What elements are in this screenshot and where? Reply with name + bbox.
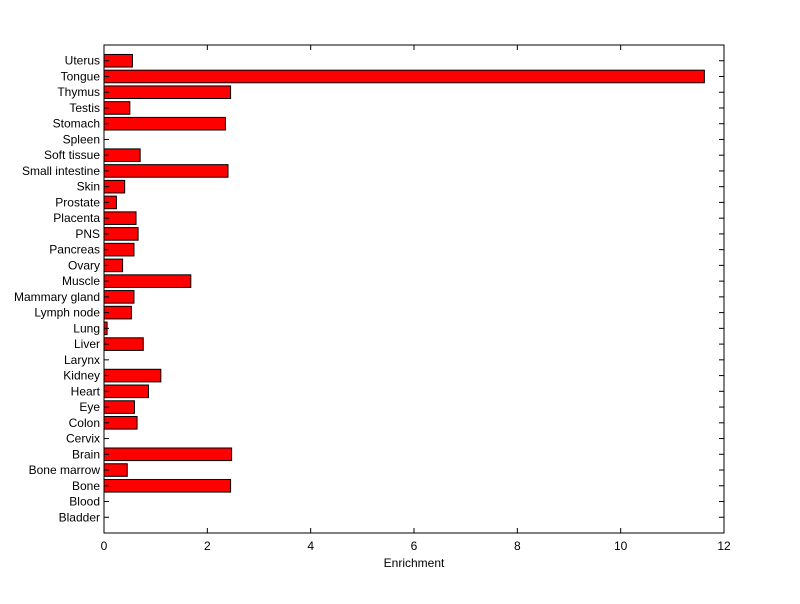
bar-brain bbox=[103, 447, 233, 462]
bar-muscle bbox=[103, 274, 192, 288]
y-tick-label-placenta: Placenta bbox=[53, 211, 100, 225]
y-tick-label-bone: Bone bbox=[72, 479, 100, 493]
x-tick-label: 8 bbox=[514, 539, 521, 553]
y-tick-label-uterus: Uterus bbox=[65, 54, 100, 68]
y-tick-label-lung: Lung bbox=[73, 321, 100, 335]
y-tick-label-liver: Liver bbox=[74, 337, 100, 351]
y-tick-label-spleen: Spleen bbox=[63, 132, 100, 146]
y-tick-label-small-intestine: Small intestine bbox=[22, 164, 100, 178]
bar-soft-tissue bbox=[103, 148, 141, 162]
bar-small-intestine bbox=[103, 164, 229, 178]
y-tick-label-colon: Colon bbox=[69, 416, 100, 430]
bar-heart bbox=[103, 384, 149, 399]
x-tick-label: 12 bbox=[717, 539, 731, 553]
y-tick-label-prostate: Prostate bbox=[55, 195, 100, 209]
x-axis-title: Enrichment bbox=[384, 556, 445, 570]
y-tick-label-pns: PNS bbox=[75, 227, 100, 241]
y-tick-label-lymph-node: Lymph node bbox=[34, 306, 100, 320]
y-tick-label-skin: Skin bbox=[77, 180, 100, 194]
x-tick-label: 6 bbox=[411, 539, 418, 553]
y-tick-label-soft-tissue: Soft tissue bbox=[44, 148, 100, 162]
bar-thymus bbox=[103, 85, 232, 100]
y-tick-label-heart: Heart bbox=[71, 384, 101, 398]
x-tick-label: 2 bbox=[204, 539, 211, 553]
bar-stomach bbox=[103, 116, 226, 131]
bar-tongue bbox=[103, 69, 705, 84]
y-tick-label-brain: Brain bbox=[72, 447, 100, 461]
y-tick-label-kidney: Kidney bbox=[63, 369, 100, 383]
x-tick-label: 0 bbox=[101, 539, 108, 553]
y-tick-label-bone-marrow: Bone marrow bbox=[29, 463, 101, 477]
y-tick-label-testis: Testis bbox=[69, 101, 100, 115]
y-tick-label-tongue: Tongue bbox=[61, 69, 101, 83]
y-tick-label-muscle: Muscle bbox=[62, 274, 100, 288]
x-tick-label: 10 bbox=[614, 539, 628, 553]
bar-bone bbox=[103, 478, 232, 493]
y-tick-label-pancreas: Pancreas bbox=[49, 243, 100, 257]
y-tick-label-ovary: Ovary bbox=[68, 258, 100, 272]
y-tick-label-blood: Blood bbox=[69, 495, 100, 509]
bar-kidney bbox=[103, 368, 162, 383]
bar-pns bbox=[103, 227, 139, 241]
y-tick-label-eye: Eye bbox=[79, 400, 100, 414]
bar-liver bbox=[103, 337, 144, 351]
plot-area-frame bbox=[103, 44, 725, 534]
y-tick-label-stomach: Stomach bbox=[53, 117, 100, 131]
x-tick-label: 4 bbox=[307, 539, 314, 553]
y-tick-label-cervix: Cervix bbox=[66, 432, 100, 446]
y-tick-label-bladder: Bladder bbox=[59, 510, 100, 524]
y-tick-label-larynx: Larynx bbox=[64, 353, 100, 367]
y-tick-label-mammary-gland: Mammary gland bbox=[14, 290, 100, 304]
y-tick-label-thymus: Thymus bbox=[57, 85, 100, 99]
